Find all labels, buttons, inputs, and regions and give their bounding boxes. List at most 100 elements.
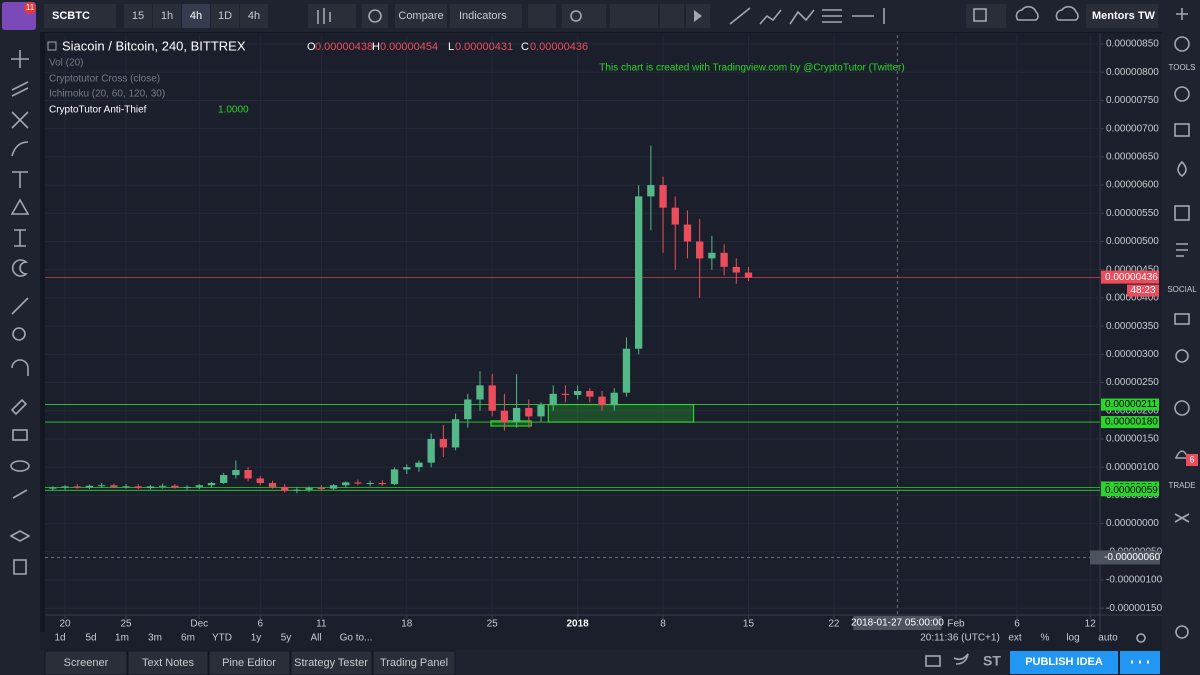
chart-style-button[interactable] [308, 4, 356, 28]
scale-option[interactable]: % [1041, 633, 1050, 644]
candle-body [598, 396, 606, 406]
interval[interactable]: 1D [218, 10, 232, 22]
crosshair-x-label: 2018-01-27 05:00:00 [851, 618, 944, 629]
candle-body [378, 482, 387, 485]
fullscreen-button[interactable] [660, 4, 684, 28]
interval[interactable]: 15 [132, 10, 144, 22]
tab-label[interactable]: Text Notes [142, 657, 194, 669]
candle-body [268, 482, 277, 487]
cloud-load[interactable] [1015, 5, 1039, 21]
interval[interactable]: 4h [248, 10, 260, 22]
candle-body [549, 393, 557, 406]
interval[interactable]: 4h [190, 10, 202, 22]
ohlc-key: L [448, 41, 454, 53]
study-name[interactable]: Cryptotutor Cross (close) [49, 74, 160, 85]
collapse-icon[interactable] [47, 41, 57, 51]
cloud-save[interactable] [1055, 5, 1079, 21]
candle-body [586, 391, 594, 397]
candle-body [622, 348, 631, 393]
y-tick-label: 0.00000000 [1106, 518, 1159, 529]
publish-button[interactable] [1010, 651, 1118, 674]
range[interactable]: 5y [281, 633, 292, 644]
candle-body [146, 486, 155, 489]
tab[interactable] [208, 650, 291, 675]
axis-settings[interactable] [1136, 633, 1146, 643]
range[interactable]: 1y [251, 633, 262, 644]
interval-button[interactable] [240, 4, 268, 28]
candle-body [696, 241, 704, 259]
x-tick-label: 18 [401, 619, 413, 630]
tab-label[interactable]: Screener [64, 657, 109, 669]
interval-button[interactable] [124, 4, 152, 28]
candle-body [158, 485, 167, 487]
snapshot-button[interactable] [925, 655, 941, 667]
y-tick-label: 0.00000350 [1106, 321, 1159, 332]
interval-button[interactable] [211, 4, 239, 28]
scale-option[interactable]: auto [1098, 633, 1118, 644]
y-tick-label: -0.00000150 [1106, 603, 1163, 614]
tab[interactable] [127, 650, 209, 675]
settings-button[interactable] [362, 4, 388, 28]
interval-button-active[interactable] [182, 4, 210, 28]
symbol-box[interactable] [44, 4, 116, 28]
interval-button[interactable] [153, 4, 181, 28]
tab-label[interactable]: Pine Editor [222, 657, 276, 669]
range[interactable]: All [310, 633, 321, 644]
interval[interactable]: 1h [161, 10, 173, 22]
study-name[interactable]: Vol (20) [49, 58, 83, 69]
candle-body [354, 482, 362, 484]
compare-button[interactable] [395, 4, 447, 28]
left-toolbar [0, 32, 40, 675]
crosshair-y-label-bg [1090, 550, 1160, 565]
tab-label[interactable]: Trading Panel [380, 657, 448, 669]
undo-redo[interactable] [610, 4, 658, 28]
ohlc-value: 0.00000436 [530, 41, 588, 53]
study-name[interactable]: Ichimoku (20, 60, 120, 30) [49, 89, 165, 100]
candle-body [207, 482, 216, 486]
stocktwits-button[interactable]: ST [983, 653, 1001, 669]
candle-body [525, 407, 533, 417]
drawing-shortcuts[interactable] [729, 7, 885, 25]
alert-button[interactable] [528, 4, 556, 28]
sidebar-section: TRADE [1168, 481, 1195, 490]
clock: 20:11:36 (UTC+1) [920, 633, 1000, 644]
drawing-tools[interactable] [9, 50, 31, 575]
candle-body [732, 266, 740, 273]
indicators-button[interactable] [450, 4, 522, 28]
range[interactable]: 1d [54, 633, 65, 644]
x-tick-label: 20 [59, 619, 71, 630]
range[interactable]: 5d [85, 633, 96, 644]
candle-body [195, 485, 203, 487]
range[interactable]: 1m [115, 633, 129, 644]
tab[interactable] [290, 650, 373, 675]
candle-body [720, 252, 728, 267]
twitter-button[interactable] [953, 653, 969, 665]
scale-option[interactable]: log [1066, 633, 1079, 644]
y-tick-label: -0.00000100 [1106, 575, 1163, 586]
range[interactable]: 6m [181, 633, 195, 644]
scale-option[interactable]: ext [1008, 633, 1022, 644]
user-layout[interactable] [1086, 4, 1158, 28]
candle-body [415, 462, 423, 468]
level-label-bg [1101, 484, 1159, 497]
go-to[interactable]: Go to... [340, 633, 373, 644]
range[interactable]: 3m [148, 633, 162, 644]
compare[interactable]: Compare [398, 10, 443, 22]
tab[interactable] [44, 650, 128, 675]
study-name[interactable]: CryptoTutor Anti-Thief [49, 105, 147, 116]
sidebar-badge-count: 6 [1189, 454, 1194, 464]
tab-label[interactable]: Strategy Tester [294, 657, 368, 669]
x-tick-label: 22 [828, 619, 840, 630]
candle-body [464, 399, 472, 420]
candle-body [122, 486, 130, 488]
tab[interactable] [372, 650, 456, 675]
range[interactable]: YTD [212, 633, 232, 644]
symbol[interactable]: SCBTC [52, 10, 90, 22]
x-tick-label: 15 [743, 619, 755, 630]
publish-label[interactable]: PUBLISH IDEA [1025, 656, 1103, 668]
right-sidebar [1162, 0, 1200, 675]
candle-body [281, 486, 289, 491]
light-button[interactable] [562, 4, 606, 28]
user[interactable]: Mentors TW [1092, 10, 1156, 22]
indicators[interactable]: Indicators [459, 10, 507, 22]
